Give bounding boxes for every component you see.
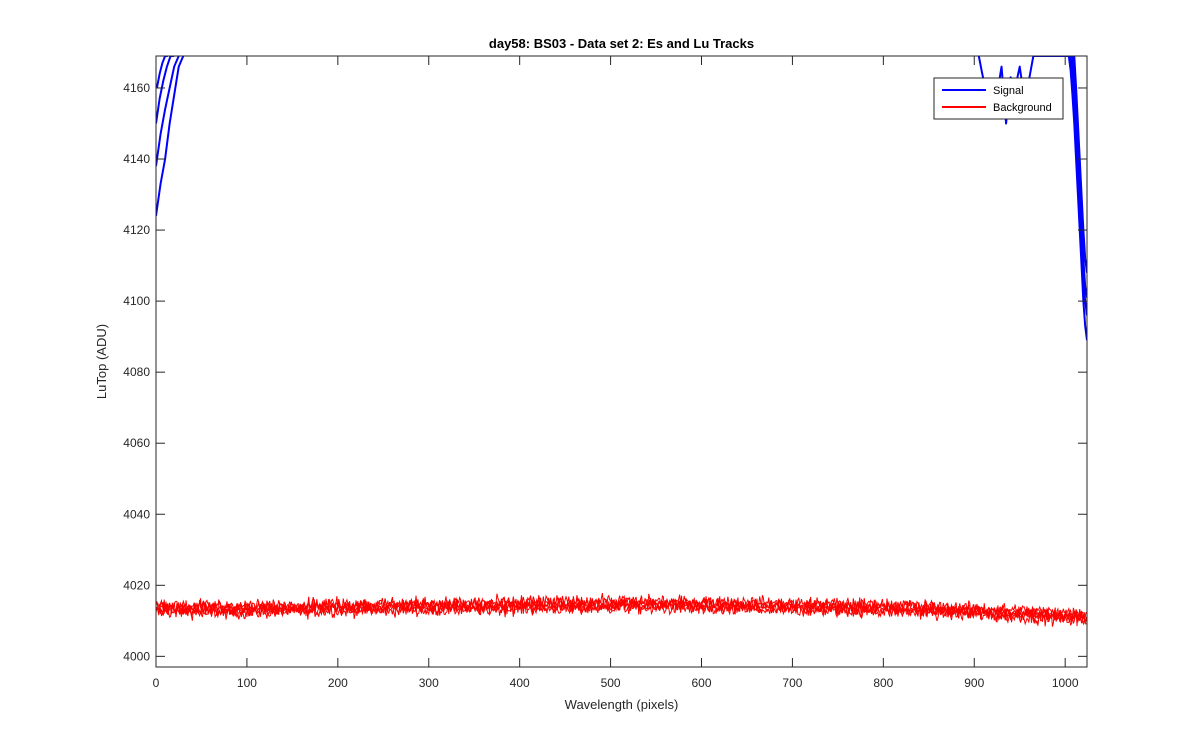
- signal-track-line: [1073, 56, 1087, 273]
- x-tick-label: 700: [782, 676, 802, 690]
- y-tick-label: 4160: [123, 81, 150, 95]
- signal-track-line: [156, 56, 185, 216]
- y-tick-label: 4140: [123, 152, 150, 166]
- x-tick-label: 600: [691, 676, 711, 690]
- x-tick-label: 300: [419, 676, 439, 690]
- signal-track-line: [156, 56, 168, 89]
- legend-label-signal: Signal: [993, 85, 1024, 97]
- y-tick-label: 4000: [123, 649, 150, 663]
- legend-label-background: Background: [993, 102, 1052, 114]
- x-tick-label: 0: [153, 676, 160, 690]
- y-tick-label: 4100: [123, 294, 150, 308]
- x-tick-label: 900: [964, 676, 984, 690]
- x-tick-label: 800: [873, 676, 893, 690]
- y-axis-label: LuTop (ADU): [94, 324, 109, 399]
- x-tick-label: 400: [510, 676, 530, 690]
- plot-clip-group: [156, 56, 1087, 627]
- signal-track-line: [156, 56, 180, 167]
- signal-track-line: [1071, 56, 1087, 298]
- axes-frame: [155, 55, 1088, 668]
- x-tick-label: 200: [328, 676, 348, 690]
- signal-track-line: [1069, 56, 1087, 316]
- y-tick-label: 4060: [123, 436, 150, 450]
- data-layer: [156, 56, 1087, 627]
- y-tick-label: 4080: [123, 365, 150, 379]
- x-axis-label: Wavelength (pixels): [565, 697, 679, 712]
- legend-box: [933, 77, 1064, 120]
- chart-title: day58: BS03 - Data set 2: Es and Lu Trac…: [489, 36, 754, 51]
- background-track-line: [156, 592, 1087, 620]
- y-tick-label: 4120: [123, 223, 150, 237]
- signal-track-line: [156, 56, 175, 124]
- x-tick-label: 500: [601, 676, 621, 690]
- x-tick-label: 1000: [1052, 676, 1079, 690]
- legend: Signal Background: [933, 77, 1064, 120]
- y-tick-label: 4020: [123, 578, 150, 592]
- y-tick-label: 4040: [123, 507, 150, 521]
- x-tick-label: 100: [237, 676, 257, 690]
- axes-layer: 0 100 200 300 400 500 600 700 800 900 1000 4000 4020…: [123, 55, 1088, 690]
- plot-area: [156, 56, 1087, 667]
